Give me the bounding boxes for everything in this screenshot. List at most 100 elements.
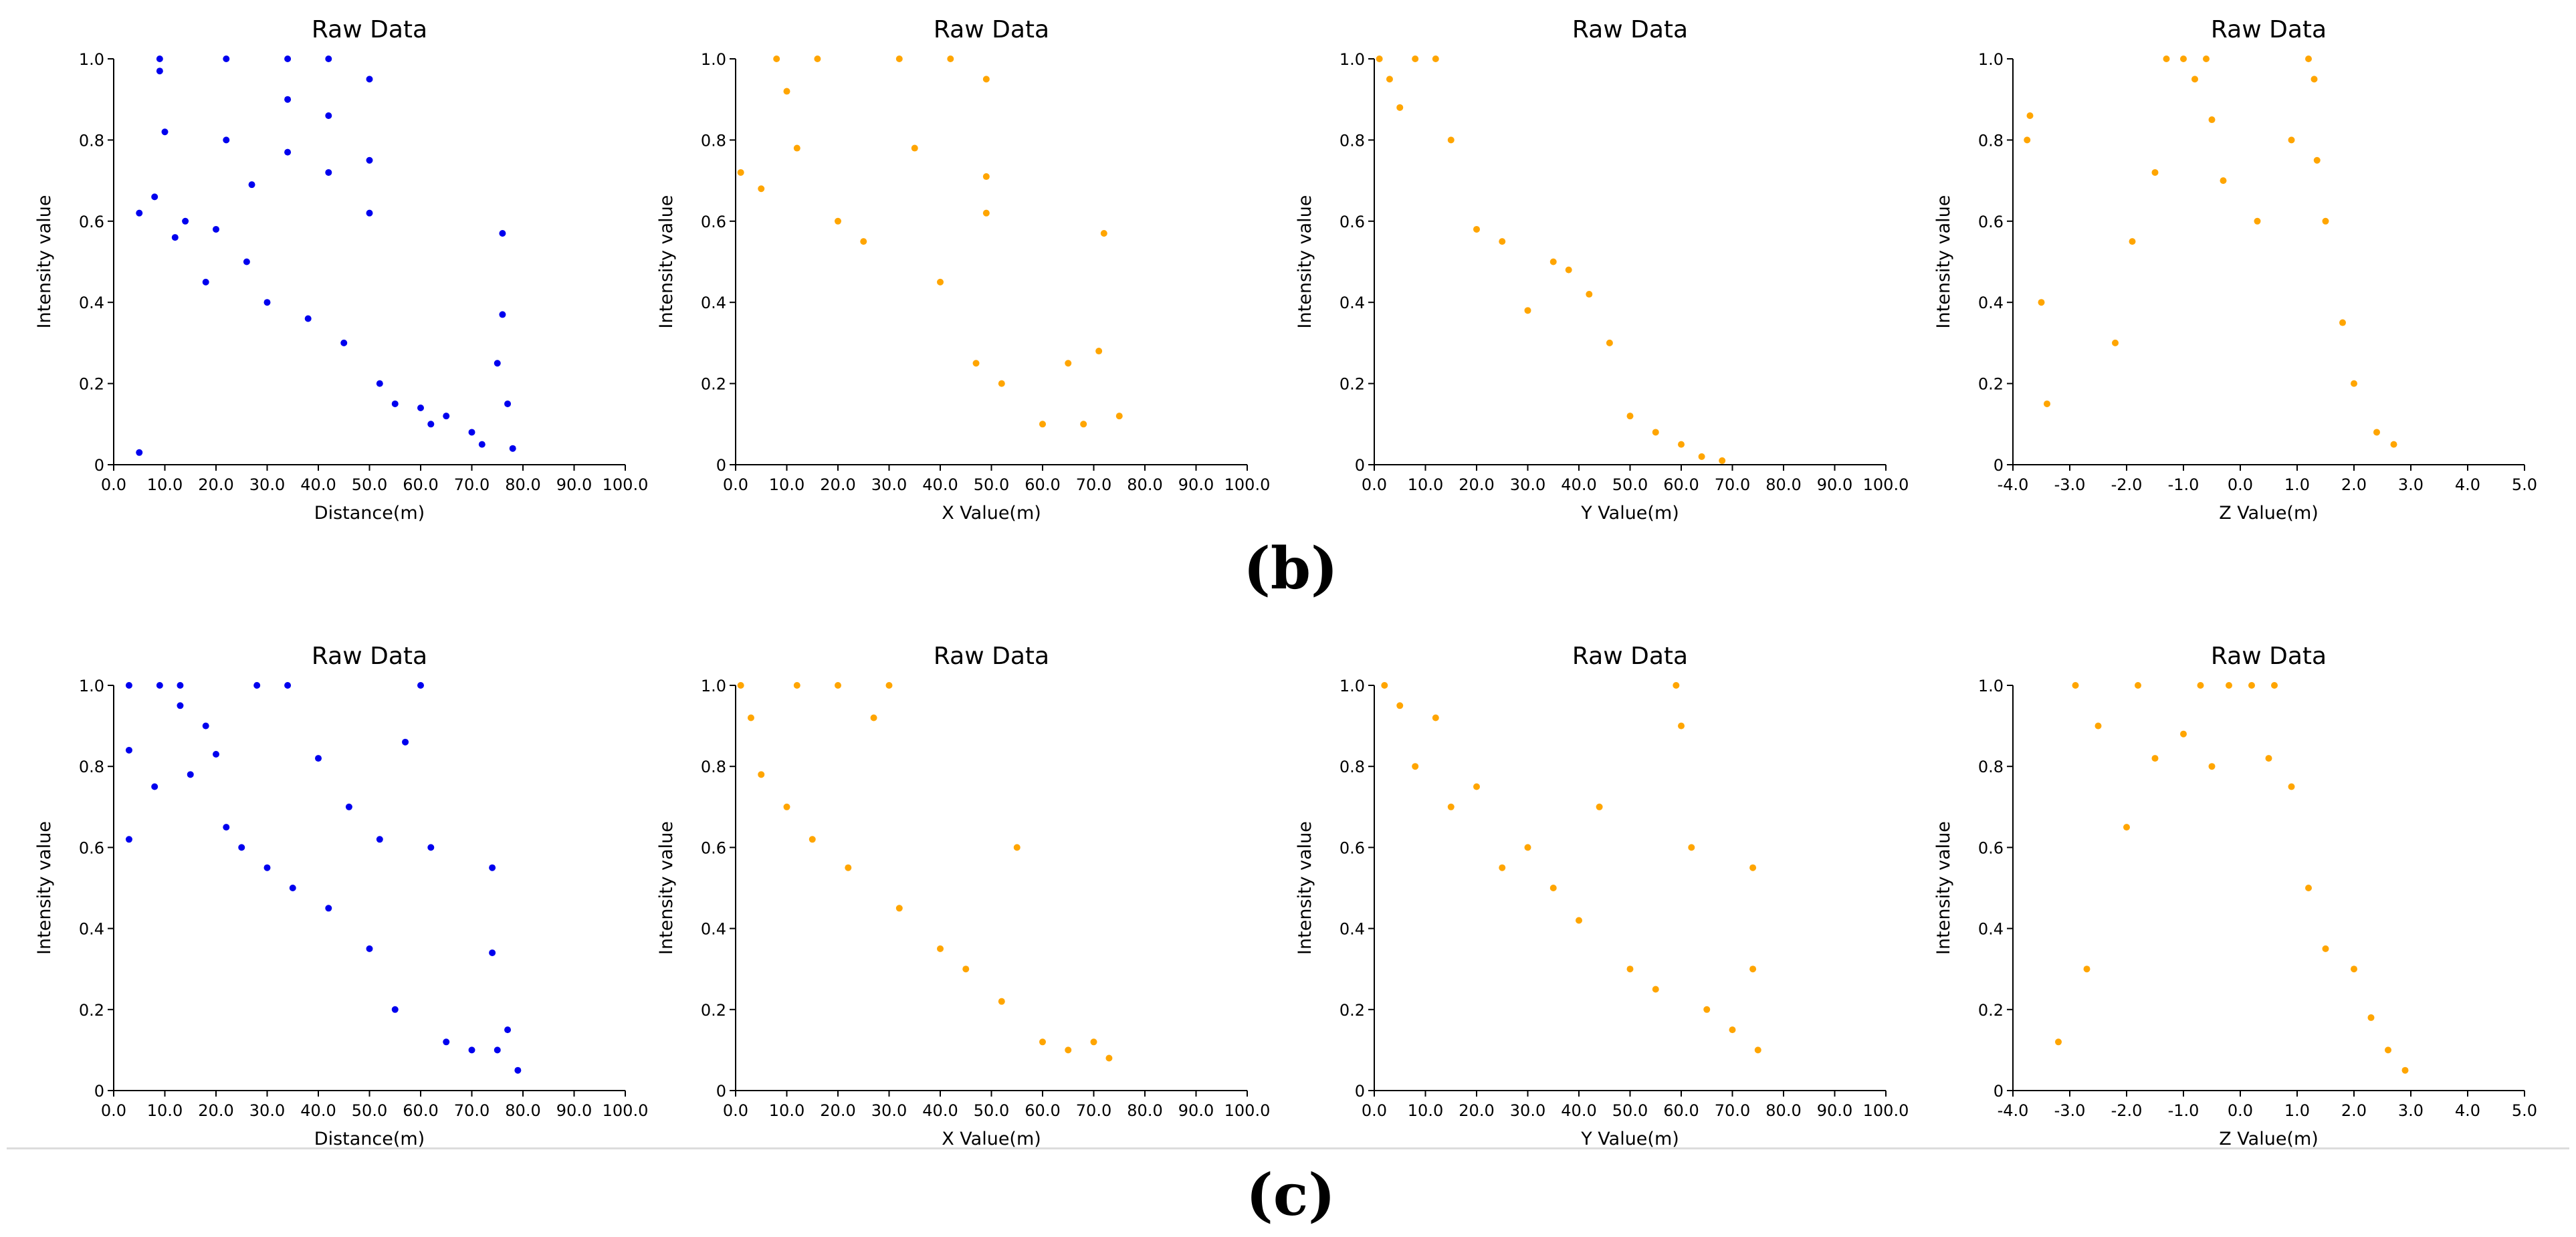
y-tick-label-b2: 0.8	[701, 131, 726, 150]
data-point-c1	[156, 682, 163, 689]
data-point-b1	[443, 413, 450, 420]
x-tick-label-b3: 50.0	[1612, 475, 1648, 494]
data-point-c1	[238, 844, 245, 851]
data-point-b2	[793, 144, 800, 152]
data-point-b1	[376, 380, 383, 387]
data-point-c4	[2135, 682, 2141, 689]
data-point-c3	[1754, 1046, 1761, 1054]
x-tick-label-b1: 100.0	[603, 475, 649, 494]
x-axis-label-b3: Y Value(m)	[1580, 503, 1679, 524]
data-point-c1	[391, 1006, 399, 1013]
chart-title-b3: Raw Data	[1572, 16, 1688, 43]
x-tick-label-b1: 90.0	[556, 475, 592, 494]
data-point-b2	[860, 238, 867, 245]
y-axis-label-b2: Intensity value	[656, 195, 677, 329]
data-point-c3	[1673, 682, 1680, 689]
y-tick-label-c3: 0.6	[1339, 838, 1365, 857]
x-tick-label-b2: 80.0	[1127, 475, 1162, 494]
data-point-b2	[937, 278, 944, 286]
data-point-c2	[1090, 1038, 1097, 1046]
data-point-c4	[2305, 885, 2312, 891]
data-point-c1	[125, 836, 132, 843]
x-tick-label-b2: 0.0	[723, 475, 748, 494]
data-point-b3	[1606, 339, 1613, 346]
data-point-b1	[213, 225, 219, 233]
x-tick-label-c2: 100.0	[1224, 1101, 1271, 1120]
data-point-b4	[2026, 112, 2034, 119]
y-tick-label-b4: 0.8	[1978, 131, 2004, 150]
y-axis-label-c2: Intensity value	[656, 821, 677, 955]
x-tick-label-c2: 30.0	[871, 1101, 907, 1120]
x-tick-label-c1: 60.0	[403, 1101, 438, 1120]
y-axis-label-b3: Intensity value	[1295, 195, 1315, 329]
data-point-b3	[1698, 453, 1705, 460]
x-tick-label-c4: -2.0	[2111, 1101, 2143, 1120]
data-point-b3	[1586, 291, 1593, 298]
x-tick-label-c4: 3.0	[2398, 1101, 2424, 1120]
y-axis-label-b1: Intensity value	[34, 195, 55, 329]
y-tick-label-b2: 0.6	[701, 213, 726, 231]
data-point-c1	[325, 905, 332, 912]
data-point-c3	[1447, 803, 1455, 810]
y-tick-label-b4: 0.2	[1978, 375, 2004, 394]
y-tick-label-b4: 0.6	[1978, 213, 2004, 231]
data-point-b1	[223, 136, 230, 144]
y-tick-label-c2: 0.2	[701, 1001, 726, 1020]
data-point-c3	[1549, 885, 1557, 891]
x-tick-label-c4: 4.0	[2455, 1101, 2480, 1120]
data-point-b1	[156, 55, 163, 62]
chart-title-b4: Raw Data	[2211, 16, 2327, 43]
x-tick-label-b2: 100.0	[1224, 475, 1271, 494]
data-point-b4	[2129, 238, 2136, 245]
data-point-b1	[478, 441, 486, 448]
x-tick-label-c3: 70.0	[1715, 1101, 1750, 1120]
data-point-b4	[2024, 136, 2031, 144]
x-axis-label-b4: Z Value(m)	[2219, 503, 2319, 524]
data-point-c1	[514, 1066, 522, 1074]
data-point-b1	[284, 96, 292, 103]
data-point-b1	[391, 400, 399, 407]
data-point-b4	[2311, 76, 2318, 83]
x-tick-label-c2: 50.0	[974, 1101, 1009, 1120]
data-point-c4	[2151, 755, 2159, 762]
data-point-b1	[182, 217, 189, 225]
chart-title-c2: Raw Data	[934, 643, 1049, 670]
data-point-b3	[1652, 429, 1659, 436]
x-tick-label-b1: 70.0	[454, 475, 490, 494]
data-point-c3	[1703, 1006, 1711, 1013]
data-point-c3	[1524, 844, 1531, 851]
x-tick-label-b1: 80.0	[505, 475, 540, 494]
data-point-c4	[2288, 783, 2295, 790]
row-label-b: (b)	[1243, 535, 1338, 602]
data-point-b4	[2220, 177, 2227, 185]
data-point-c1	[151, 783, 158, 790]
data-point-b3	[1447, 136, 1455, 144]
y-tick-label-b3: 0.8	[1339, 131, 1365, 150]
data-point-b1	[366, 209, 373, 217]
x-tick-label-c3: 80.0	[1765, 1101, 1801, 1120]
data-point-b1	[499, 311, 506, 318]
chart-title-b1: Raw Data	[312, 16, 427, 43]
x-tick-label-c4: -1.0	[2168, 1101, 2199, 1120]
data-point-c3	[1749, 966, 1757, 973]
y-tick-label-b1: 0.6	[79, 213, 104, 231]
data-point-c2	[835, 682, 841, 689]
y-tick-label-c2: 0.6	[701, 838, 726, 857]
data-point-b1	[223, 55, 230, 62]
data-point-b2	[814, 55, 821, 62]
data-point-b4	[2313, 156, 2321, 164]
data-point-c3	[1576, 917, 1582, 924]
data-point-b2	[911, 144, 918, 152]
x-tick-label-c3: 50.0	[1612, 1101, 1648, 1120]
data-point-b2	[773, 55, 780, 62]
x-tick-label-c3: 40.0	[1561, 1101, 1596, 1120]
data-point-b1	[499, 230, 506, 237]
y-tick-label-c1: 1.0	[79, 677, 104, 695]
data-point-c4	[2072, 682, 2079, 689]
data-point-b2	[1115, 413, 1123, 420]
data-point-b1	[468, 429, 475, 436]
y-axis-label-c1: Intensity value	[34, 821, 55, 955]
data-point-c3	[1688, 844, 1695, 851]
x-tick-label-b4: 2.0	[2341, 475, 2367, 494]
x-tick-label-b3: 70.0	[1715, 475, 1750, 494]
